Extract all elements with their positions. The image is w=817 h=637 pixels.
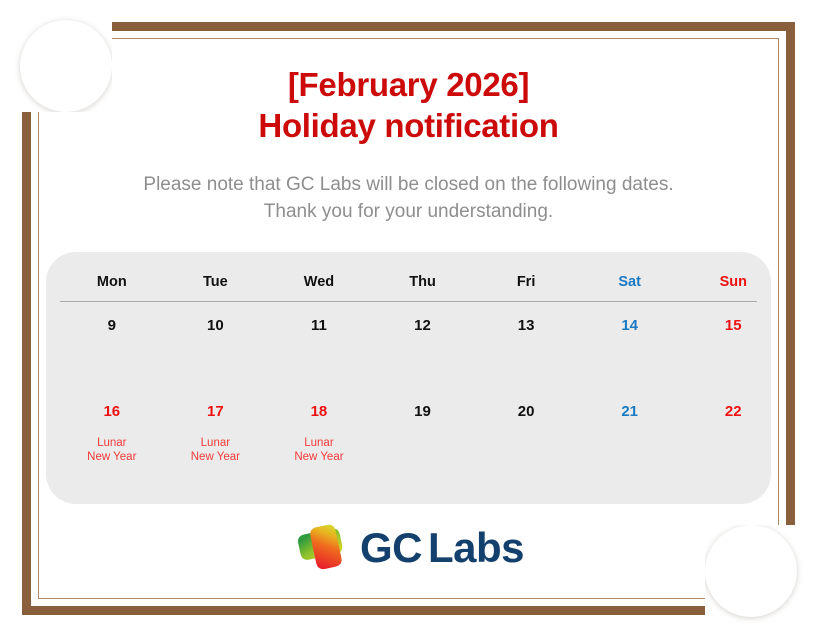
- calendar-day-cell: 20: [474, 402, 578, 464]
- calendar-day-cell: 11: [267, 316, 371, 336]
- calendar-day-cell: 10: [164, 316, 268, 336]
- logo-text-labs: Labs: [427, 524, 525, 571]
- gc-labs-logo: GC Labs: [46, 520, 771, 576]
- calendar-date: 11: [311, 317, 327, 334]
- calendar-date: 14: [621, 317, 639, 334]
- calendar-week-row: 16 Lunar New Year 17 Lunar New Year 18 L…: [46, 402, 799, 464]
- calendar-holiday-note: [371, 436, 475, 464]
- poster-frame-inner: [38, 38, 779, 599]
- calendar-date: 10: [207, 317, 224, 334]
- calendar-date: 13: [517, 317, 535, 334]
- calendar-day-cell: 21: [578, 402, 682, 464]
- calendar-day-cell: 15: [681, 316, 785, 336]
- subtitle: Please note that GC Labs will be closed …: [46, 171, 771, 225]
- logo-wordmark: GC Labs: [359, 524, 525, 571]
- calendar-date: 17: [207, 403, 224, 420]
- day-header-sat: Sat: [618, 274, 641, 290]
- calendar-day-cell: 16 Lunar New Year: [60, 402, 164, 464]
- day-header-mon: Mon: [96, 274, 127, 290]
- calendar-holiday-note: [681, 436, 785, 464]
- corner-curl-bottom-right: [705, 525, 817, 637]
- gc-labs-cross-icon: [298, 524, 343, 570]
- calendar-holiday-note: Lunar New Year: [87, 437, 137, 463]
- calendar-week-row: 9 10 11 12 13 14 15: [46, 316, 799, 336]
- day-header-tue: Tue: [203, 274, 228, 290]
- calendar-date: 16: [103, 403, 121, 420]
- day-header-sun: Sun: [719, 274, 747, 290]
- calendar-holiday-note: [578, 436, 682, 464]
- day-header-thu: Thu: [409, 274, 436, 290]
- calendar-date: 15: [724, 317, 742, 334]
- poster-content: [February 2026] Holiday notification Ple…: [46, 46, 771, 591]
- title-line-month: [February 2026]: [287, 66, 530, 103]
- calendar-holiday-note: Lunar New Year: [294, 437, 344, 463]
- calendar-holiday-note: Lunar New Year: [190, 437, 240, 463]
- corner-curl-top-left: [0, 0, 112, 112]
- calendar-day-cell: 14: [578, 316, 682, 336]
- calendar-day-cell: 13: [474, 316, 578, 336]
- calendar-holiday-note: [474, 436, 578, 464]
- logo-text-gc: GC: [359, 524, 423, 571]
- calendar-day-cell: 22: [681, 402, 785, 464]
- corner-curl-arc: [20, 20, 112, 112]
- calendar-day-cell: 19: [371, 402, 475, 464]
- calendar-date: 9: [107, 317, 116, 334]
- day-header-fri: Fri: [516, 274, 536, 290]
- title-line-subject: Holiday notification: [258, 107, 559, 144]
- page-title: [February 2026] Holiday notification: [46, 46, 771, 146]
- calendar-date: 20: [517, 403, 535, 420]
- corner-curl-arc: [705, 525, 797, 617]
- calendar-date: 22: [724, 403, 742, 420]
- calendar-day-cell: 9: [60, 316, 164, 336]
- subtitle-line-2: Thank you for your understanding.: [263, 201, 554, 222]
- calendar-day-cell: 17 Lunar New Year: [164, 402, 268, 464]
- poster-frame-outer: [22, 22, 795, 615]
- subtitle-line-1: Please note that GC Labs will be closed …: [143, 174, 674, 195]
- calendar-header-divider: [60, 301, 757, 302]
- calendar-panel: Mon Tue Wed Thu Fri Sat Sun 9 10 11: [46, 252, 771, 504]
- calendar-date: 18: [310, 403, 328, 420]
- calendar-date: 19: [414, 403, 431, 420]
- calendar-day-cell: 18 Lunar New Year: [267, 402, 371, 464]
- day-header-wed: Wed: [303, 274, 335, 290]
- calendar-header-row: Mon Tue Wed Thu Fri Sat Sun: [46, 274, 799, 301]
- calendar-day-cell: 12: [371, 316, 475, 336]
- calendar-date: 12: [414, 317, 431, 334]
- calendar-date: 21: [621, 403, 639, 420]
